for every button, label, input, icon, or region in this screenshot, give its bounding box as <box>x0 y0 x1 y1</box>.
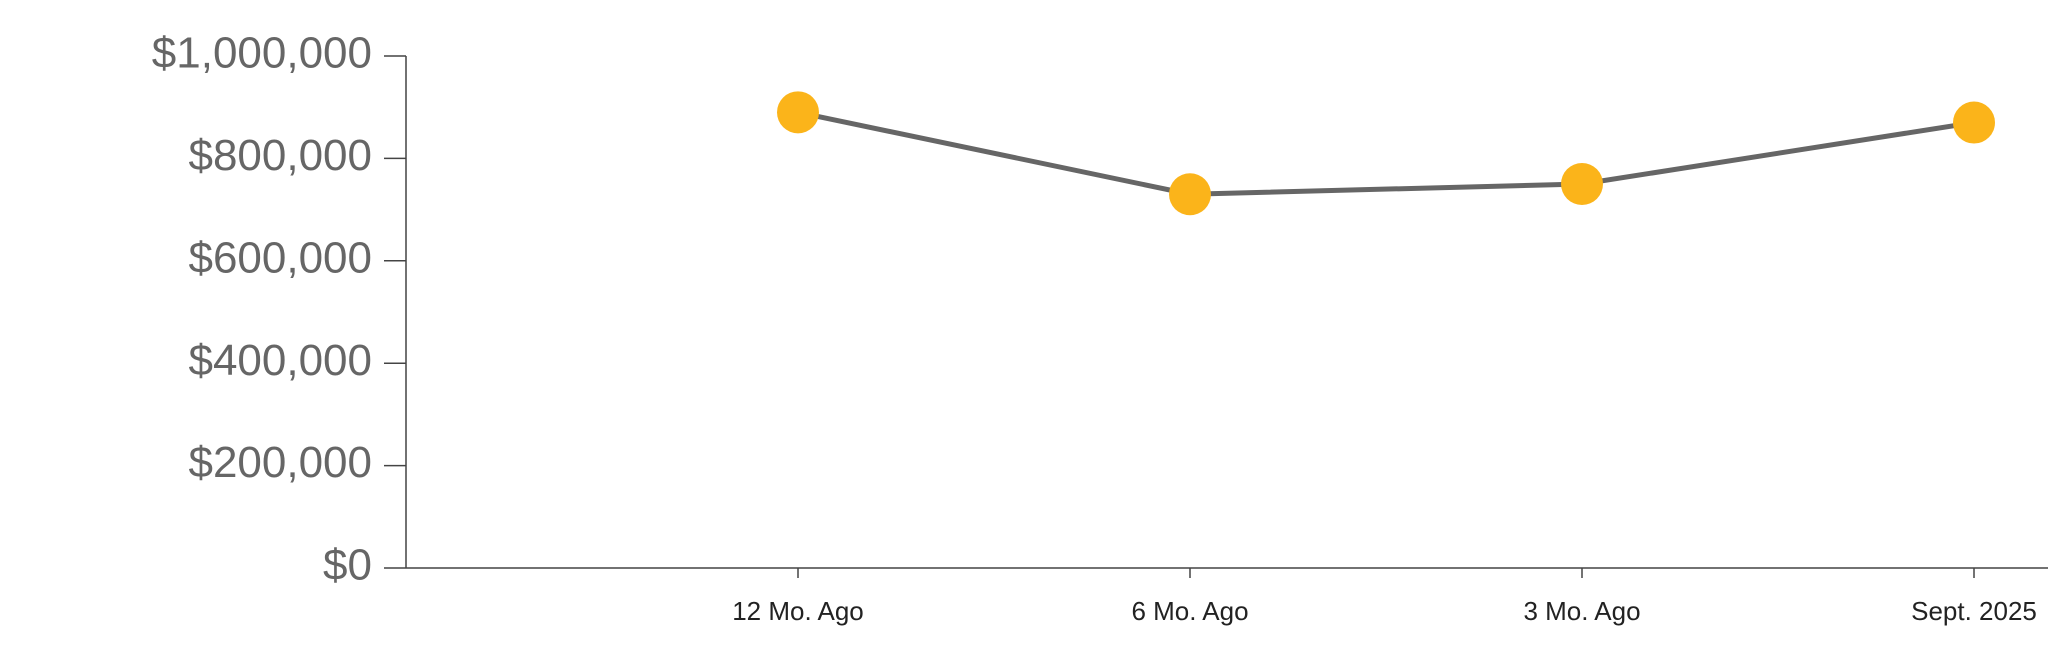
point <box>1169 173 1211 216</box>
y-tick-label: $0 <box>323 541 372 590</box>
point <box>1561 163 1603 205</box>
x-tick-label: 12 Mo. Ago <box>732 596 864 626</box>
point <box>1953 101 1995 144</box>
line <box>797 109 1975 197</box>
x-tick-label: Sept. 2025 <box>1911 596 2037 626</box>
y-tick-label: $200,000 <box>188 438 372 487</box>
x-tick-label: 3 Mo. Ago <box>1523 596 1640 626</box>
y-tick-label: $1,000,000 <box>152 29 372 78</box>
y-tick-label: $800,000 <box>188 131 372 180</box>
x-tick-label: 6 Mo. Ago <box>1131 596 1248 626</box>
point <box>777 91 819 134</box>
y-tick-label: $400,000 <box>188 336 372 385</box>
y-tick-label: $600,000 <box>188 233 372 282</box>
